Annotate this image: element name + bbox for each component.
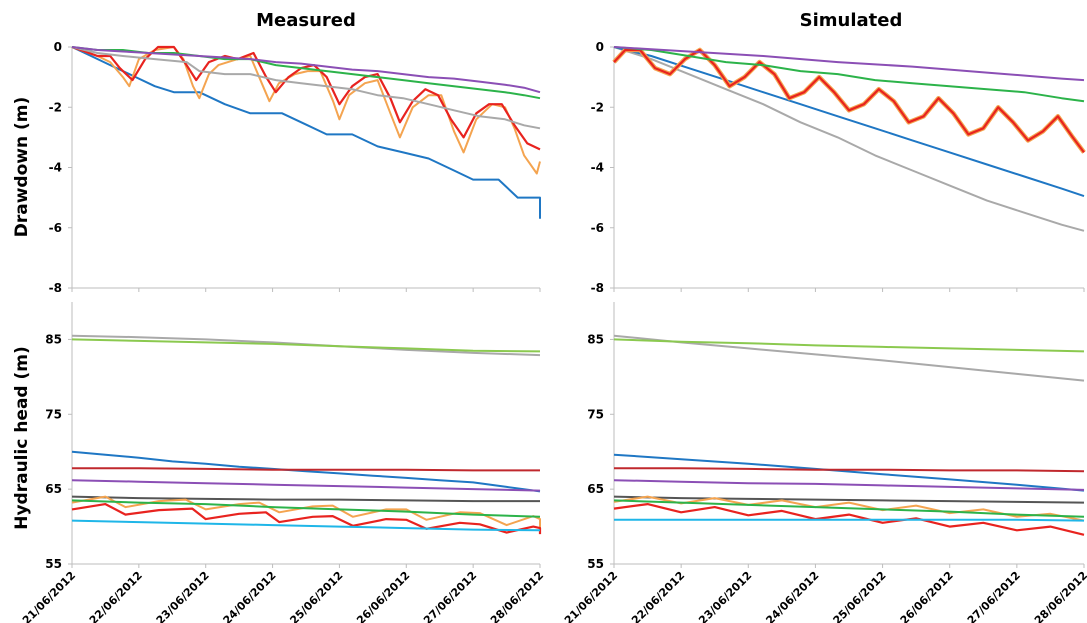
- x-tick-label: 27/06/2012: [965, 569, 1023, 623]
- ylabel-drawdown: Drawdown (m): [12, 97, 32, 238]
- series-line: [71, 46, 541, 100]
- x-tick-label: 25/06/2012: [287, 569, 345, 623]
- ylabel-hydraulic-head: Hydraulic head (m): [12, 346, 32, 530]
- series-line: [613, 334, 1085, 382]
- y-tick-label: -2: [591, 100, 604, 114]
- x-tick-label: 25/06/2012: [831, 569, 889, 623]
- series-line: [72, 467, 540, 472]
- series-line: [614, 467, 1085, 473]
- x-tick-label: 23/06/2012: [154, 569, 212, 623]
- y-tick-label: -2: [49, 100, 62, 114]
- x-tick-label: 23/06/2012: [696, 569, 754, 623]
- y-tick-label: 55: [587, 557, 604, 571]
- series-line: [71, 46, 541, 130]
- series-line: [613, 503, 1085, 536]
- series-line: [613, 499, 1085, 518]
- y-tick-label: -4: [591, 161, 604, 175]
- title-measured: Measured: [256, 10, 356, 31]
- x-tick-label: 26/06/2012: [354, 569, 412, 623]
- series-line: [71, 519, 541, 532]
- x-tick-label: 24/06/2012: [763, 569, 821, 623]
- series-line: [71, 46, 541, 94]
- x-tick-label: 22/06/2012: [87, 569, 145, 623]
- y-tick-label: -4: [49, 161, 62, 175]
- panel-simulated-drawdown: 0 -2 -4 -6 -8: [591, 40, 1086, 295]
- series-line: [613, 479, 1085, 491]
- y-tick-label: 55: [45, 557, 62, 571]
- x-tick-label: 21/06/2012: [20, 569, 78, 623]
- x-tick-label: 22/06/2012: [629, 569, 687, 623]
- series-line: [71, 338, 541, 353]
- y-tick-label: 65: [45, 482, 62, 496]
- series-line-halo: [612, 47, 1086, 154]
- y-tick-label: -8: [49, 281, 62, 295]
- y-tick-label: -8: [591, 281, 604, 295]
- series-line: [613, 46, 1085, 232]
- series-line: [613, 46, 1085, 198]
- series-line: [71, 46, 541, 219]
- series-line: [71, 46, 541, 175]
- x-tick-label: 21/06/2012: [562, 569, 620, 623]
- series-line: [613, 495, 1085, 504]
- series-line: [71, 499, 541, 518]
- x-tick-label: 24/06/2012: [221, 569, 279, 623]
- y-tick-label: 75: [587, 407, 604, 421]
- y-tick-label: -6: [49, 221, 62, 235]
- y-tick-label: 65: [587, 482, 604, 496]
- title-simulated: Simulated: [800, 10, 903, 31]
- y-tick-label: 85: [45, 332, 62, 346]
- series-line: [71, 495, 541, 531]
- series-line: [613, 48, 1085, 154]
- y-tick-label: 85: [587, 332, 604, 346]
- x-tick-label: 26/06/2012: [898, 569, 956, 623]
- series-line: [613, 338, 1085, 353]
- x-tick-label: 28/06/2012: [488, 569, 546, 623]
- y-tick-label: 75: [45, 407, 62, 421]
- series-line: [613, 46, 1085, 82]
- y-tick-label: 0: [596, 40, 604, 54]
- x-tick-label: 27/06/2012: [421, 569, 479, 623]
- y-tick-label: -6: [591, 221, 604, 235]
- series-line: [613, 453, 1085, 492]
- series-line: [614, 518, 1085, 522]
- series-line: [71, 495, 540, 503]
- y-tick-label: 0: [54, 40, 62, 54]
- series-line: [71, 450, 541, 493]
- series-line: [613, 46, 1085, 103]
- series-line: [71, 479, 541, 492]
- panel-measured-drawdown: 0 -2 -4 -6 -8: [49, 40, 541, 295]
- x-tick-label: 28/06/2012: [1032, 569, 1087, 623]
